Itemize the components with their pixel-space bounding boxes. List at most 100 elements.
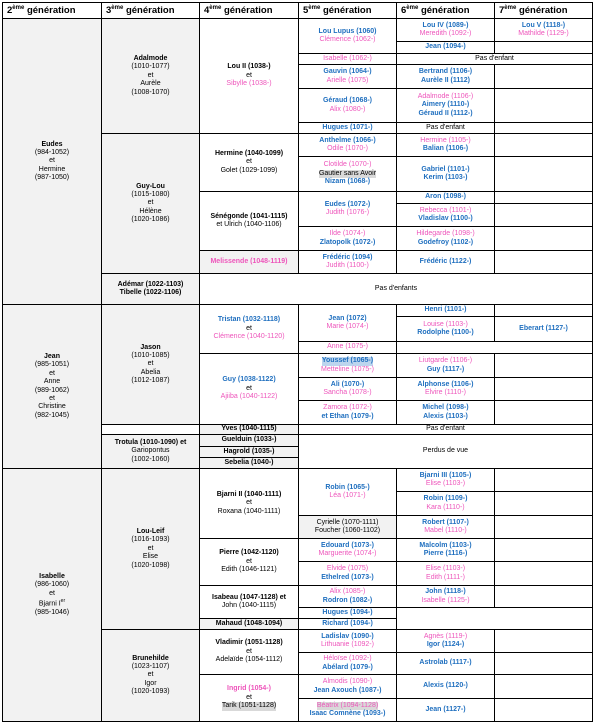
cell-text-line: Alexis (1120-)	[423, 682, 468, 690]
cell-text-line: Sebelia (1040-)	[224, 458, 274, 466]
person-lou-iv: Lou IV (1089-) Meredith (1092-)	[396, 18, 495, 42]
cell-text-line: Edith (1046-1121)	[221, 566, 277, 574]
cell-text-line: Agnès (1119-)	[423, 632, 468, 640]
cell-text-line: Jason	[140, 343, 161, 351]
empty-cell	[494, 515, 593, 539]
cell-text-line: Igor (1124-)	[426, 641, 465, 648]
cell-text-line: Brunehilde	[132, 654, 169, 662]
person-louise: Louise (1103-) Rodolphe (1100-)	[396, 316, 495, 342]
cell-text-line: Eudes	[41, 140, 63, 148]
person-hildegarde: Hildegarde (1098-) Godefroy (1102-)	[396, 226, 495, 251]
person-heloise: Héloïse (1092-) Abélard (1079-)	[298, 652, 397, 675]
cell-text-line: Ladislav (1090-)	[321, 632, 374, 640]
cell-text-line: Anne	[43, 378, 61, 386]
cell-text-line: Liutgarde (1106-)	[418, 357, 473, 365]
cell-text-line: (984-1052)	[34, 148, 70, 156]
note-no-child: Pas d'enfant	[396, 122, 495, 134]
person-robin-1065: Robin (1065-) Léa (1071-)	[298, 468, 397, 516]
cell-text-line: Isabelle (1125-)	[421, 596, 470, 604]
cell-text-line: Hermine (1040-1099)	[214, 149, 284, 157]
cell-text-line: Eudes (1072-)	[324, 200, 371, 208]
cell-text-line: (1015-1080)	[131, 190, 170, 198]
cell-text-line: Gabriel (1101-)	[421, 165, 470, 173]
empty-cell	[494, 674, 593, 699]
cell-text-line: (1010-1085)	[131, 351, 170, 359]
cell-text-line: Géraud (1068-)	[322, 97, 373, 105]
cell-text-line: (1012-1087)	[131, 377, 170, 385]
cell-text-line: (987-1050)	[34, 174, 70, 182]
person-lou-ii: Lou II (1038-) et Sibylle (1038-)	[199, 18, 299, 134]
cell-text-line: Jean Axouch (1087-)	[313, 686, 382, 694]
empty-cell	[494, 698, 593, 722]
person-youssef: Youssef (1065-) Metteline (1075-)	[298, 353, 397, 378]
person-geraud: Géraud (1068-) Alix (1080-)	[298, 88, 397, 123]
cell-text-line: Tarik (1051-1128)	[221, 702, 277, 711]
person-ali: Ali (1070-) Sancha (1078-)	[298, 377, 397, 401]
note-lost-contact: Perdus de vue	[298, 434, 593, 469]
cell-text-line: (1002-1060)	[131, 455, 170, 463]
cell-text-line: Isabeau (1047-1128) et	[212, 593, 286, 601]
cell-text-line: Jean (1072)	[328, 314, 367, 322]
cell-text-line: Mahaud (1048-1094)	[215, 619, 283, 627]
person-edouard: Edouard (1073-) Marguerite (1074-)	[298, 538, 397, 562]
cell-text-line: Rodolphe (1100-)	[417, 329, 474, 336]
cell-text-line: John (1118-)	[425, 588, 466, 596]
person-cyrielle: Cyrielle (1070-1111) Foucher (1060-1102)	[298, 515, 397, 539]
empty-cell	[494, 304, 593, 317]
cell-text-line: Bjarni III (1105-)	[419, 471, 472, 479]
cell-text-line: Abélard (1079-)	[322, 663, 373, 671]
cell-text-line: Géraud II (1112-)	[418, 109, 473, 117]
person-clotilde: Clotilde (1070-) Gautier sans Avoir Nizam …	[298, 156, 397, 192]
cell-text-line: Trotula (1010-1090) et	[114, 438, 187, 446]
cell-text-line: Aimery (1110-)	[421, 101, 470, 109]
cell-text-line: Marguerite (1074-)	[318, 550, 377, 557]
cell-text-line: Marie (1074-)	[326, 323, 369, 330]
cell-text-line: Aurèle	[140, 80, 161, 88]
cell-text-line: Sancha (1078-)	[323, 389, 372, 396]
cell-text-line: et	[49, 394, 55, 402]
cell-text-line: Melissende (1048-1119)	[210, 257, 288, 265]
person-elise-1103: Elise (1103-) Edith (1111-)	[396, 561, 495, 586]
person-zamora: Zamora (1072-) et Ethan (1079-)	[298, 400, 397, 425]
cell-text-line: Alexis (1103-)	[423, 412, 468, 420]
cell-text-line: (985-1046)	[34, 608, 70, 616]
cell-text-line: Tristan (1032-1118)	[217, 316, 281, 324]
cell-text-line: Clémence (1040-1120)	[213, 333, 285, 341]
cell-text-line: Hugues (1071-)	[322, 123, 373, 131]
cell-text-line: Gauvin (1064-)	[323, 68, 372, 76]
cell-text-line: Pierre (1116-)	[423, 550, 468, 557]
cell-text-line: Gariopontus	[131, 447, 170, 455]
cell-text-line: Godefroy (1102-)	[417, 238, 474, 246]
cell-text-line: Guy (1038-1122)	[222, 376, 276, 384]
cell-text-line: Ethelred (1073-)	[321, 573, 374, 581]
person-hermine-1105: Hermine (1105-) Balian (1106-)	[396, 133, 495, 157]
cell-text-line: (1020-1098)	[131, 561, 170, 569]
cell-text-line: Mabel (1110-)	[424, 527, 467, 534]
person-senegonde: Sénégonde (1041-1115) et Ulrich (1040-110…	[199, 191, 299, 251]
cell-text-line: Richard (1094-)	[322, 619, 373, 627]
cell-text-line: (1020-1093)	[131, 688, 170, 696]
cell-text-line: Gautier sans Avoir	[318, 169, 377, 179]
cell-text-line: Lou V (1118-)	[521, 21, 566, 29]
person-astrolab: Astrolab (1117-)	[396, 652, 495, 675]
cell-text-line: Igor	[144, 679, 157, 687]
person-robin-1109: Robin (1109-) Kara (1110-)	[396, 491, 495, 516]
cell-text-line: et	[49, 369, 55, 377]
person-hermine: Hermine (1040-1099) et Golet (1029-1099)	[199, 133, 299, 192]
empty-cell	[494, 585, 593, 608]
cell-text-line: Lou Lupus (1060)	[318, 27, 377, 35]
note-no-children: Pas d'enfants	[199, 273, 593, 305]
cell-text-line: Héloïse (1092-)	[323, 655, 372, 663]
empty-cell	[494, 156, 593, 192]
cell-text-line: Lithuanie (1092-)	[321, 641, 374, 648]
cell-text-line: Odile (1070-)	[327, 145, 368, 152]
cell-text-line: Ali (1070-)	[330, 380, 365, 388]
person-malcolm: Malcolm (1103-) Pierre (1116-)	[396, 538, 495, 562]
person-jean-1127: Jean (1127-)	[396, 698, 495, 722]
empty-cell	[494, 561, 593, 586]
header-gen-5: 5ème génération	[298, 2, 397, 19]
person-rebecca: Rebecca (1101-) Vladislav (1100-)	[396, 203, 495, 227]
cell-text-line: Frédéric (1122-)	[419, 257, 472, 265]
person-trotula: Trotula (1010-1090) et Gariopontus (1002-1…	[101, 434, 200, 469]
cell-text-line: Pas d'enfant	[426, 123, 465, 131]
